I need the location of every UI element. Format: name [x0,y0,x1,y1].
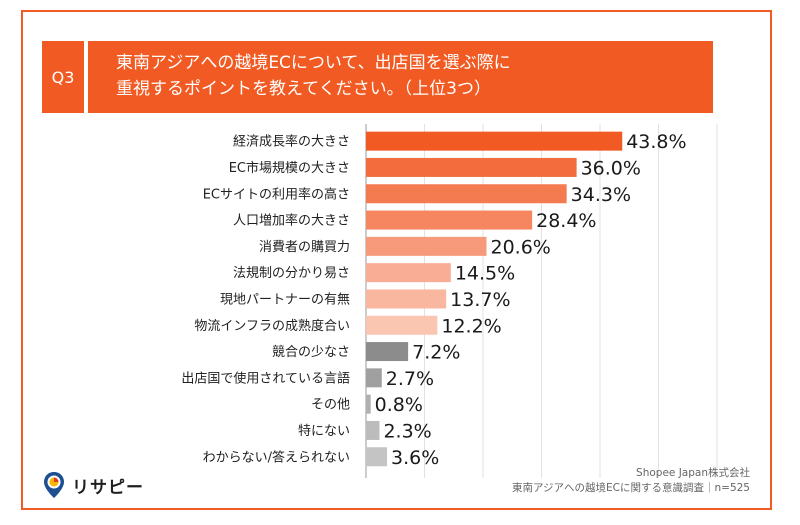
value-label: 2.3% [383,420,431,442]
source-note: Shopee Japan株式会社 東南アジアへの越境ECに関する意識調査｜n=5… [512,466,750,496]
risapy-logo: リサピー [42,470,144,500]
category-label: 人口増加率の大きさ [233,213,350,229]
logo-text: リサピー [72,477,144,498]
source-company: Shopee Japan株式会社 [636,467,750,479]
question-banner: 東南アジアへの越境ECについて、出店国を選ぶ際に 重視するポイントを教えてくださ… [88,41,713,113]
value-label: 28.4% [536,210,596,232]
bar [366,131,623,151]
bar [366,210,533,230]
source-survey: 東南アジアへの越境ECに関する意識調査｜n=525 [511,482,750,494]
value-label: 3.6% [391,447,439,469]
question-line-2: 重視するポイントを教えてください。（上位3つ） [116,79,491,99]
logo-pin-icon [44,472,64,498]
value-label: 7.2% [412,342,460,364]
bar [366,184,567,204]
category-label: 物流インフラの成熟度合い [194,318,350,334]
value-label: 12.2% [441,315,501,337]
category-label: 法規制の分かり易さ [233,266,350,281]
value-label: 20.6% [491,236,551,258]
bar [366,315,438,335]
value-label: 34.3% [571,184,631,206]
value-label: 0.8% [375,394,423,416]
value-label: 43.8% [626,131,686,153]
category-label: その他 [311,398,350,413]
question-badge: Q3 [42,41,84,113]
value-label: 2.7% [386,368,434,390]
category-label: 経済成長率の大きさ [233,134,350,150]
question-line-1: 東南アジアへの越境ECについて、出店国を選ぶ際に [116,53,511,73]
value-label: 14.5% [455,263,515,285]
bar [366,447,388,467]
bar [366,289,447,309]
category-label: 出店国で使用されている言語 [181,370,350,386]
category-label: ECサイトの利用率の高さ [203,186,350,202]
bar [366,236,487,256]
bar [366,263,451,283]
category-label: 特にない [298,424,350,439]
value-label: 13.7% [450,289,510,311]
bar [366,394,371,414]
category-label: 現地パートナーの有無 [220,292,350,307]
category-label: 消費者の購買力 [259,240,350,255]
bar [366,368,382,388]
category-label: 競合の少なさ [272,345,350,360]
value-label: 36.0% [581,157,641,179]
bar [366,420,380,440]
bar [366,157,577,177]
category-label: わからない/答えられない [203,449,350,465]
category-label: EC市場規模の大きさ [229,160,350,176]
bar [366,342,409,362]
